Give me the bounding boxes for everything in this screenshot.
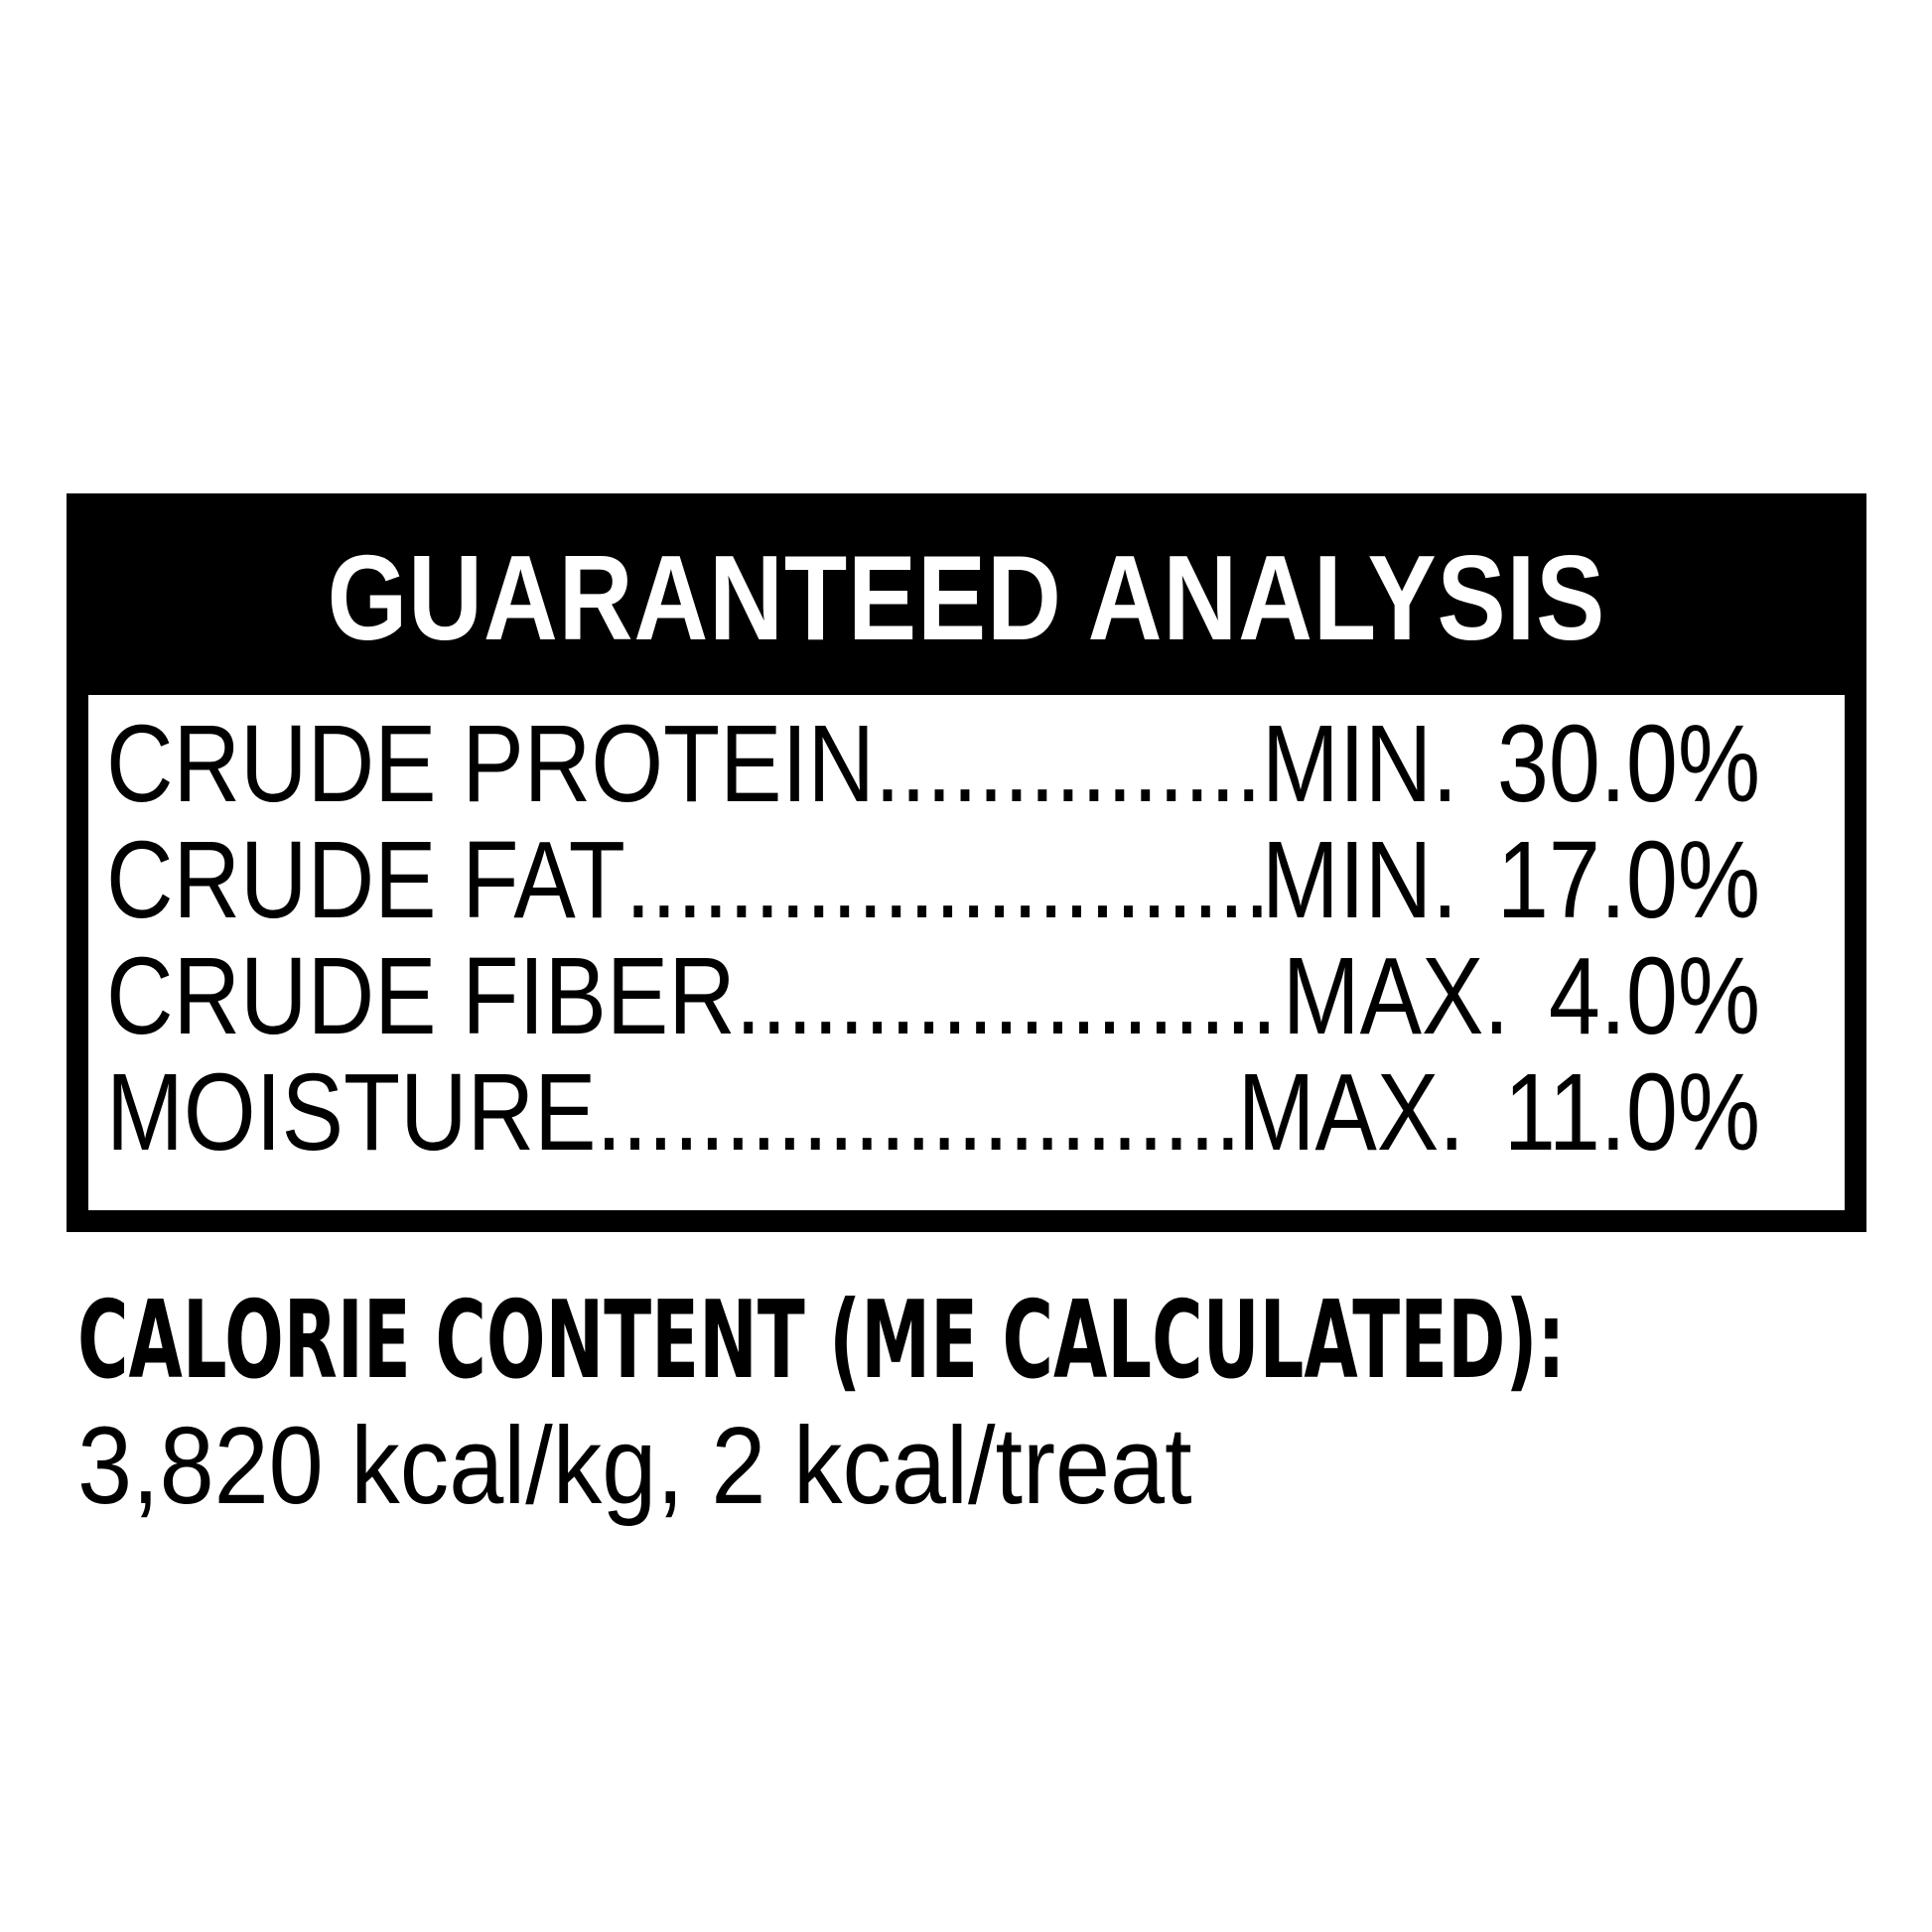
calorie-content-values: 3,820 kcal/kg, 2 kcal/treat <box>77 1405 1192 1527</box>
dot-leader: ........................................… <box>624 822 1262 938</box>
table-row-crude-protein: CRUDE PROTEIN ..........................… <box>106 706 1760 822</box>
analysis-rows: CRUDE PROTEIN ..........................… <box>88 694 1845 1171</box>
guaranteed-analysis-header-bar: GUARANTEED ANALYSIS <box>87 514 1846 695</box>
row-value: 30.0% <box>1496 703 1760 825</box>
calorie-content-section: CALORIE CONTENT (ME CALCULATED): 3,820 k… <box>77 1279 1932 1527</box>
table-row-moisture: MOISTURE ...............................… <box>106 1054 1760 1171</box>
row-label: CRUDE PROTEIN <box>106 703 876 825</box>
table-row-crude-fat: CRUDE FAT ..............................… <box>106 822 1760 938</box>
row-qualifier: MAX. <box>1282 935 1510 1057</box>
row-value: 4.0% <box>1548 935 1760 1057</box>
analysis-rows-inner: CRUDE PROTEIN ..........................… <box>106 706 1760 1171</box>
row-value-group: MAX. 11.0% <box>1238 1054 1760 1171</box>
dot-leader: ........................................… <box>596 1054 1238 1171</box>
row-value-group: MAX. 4.0% <box>1283 938 1760 1054</box>
dot-leader: ........................................… <box>735 938 1283 1054</box>
row-label: CRUDE FIBER <box>106 935 736 1057</box>
dot-leader: ........................................… <box>875 706 1262 822</box>
row-qualifier: MIN. <box>1261 819 1458 941</box>
row-value-group: MIN. 17.0% <box>1262 822 1760 938</box>
row-qualifier: MAX. <box>1237 1051 1465 1173</box>
row-value-group: MIN. 30.0% <box>1262 706 1760 822</box>
calorie-content-heading: CALORIE CONTENT (ME CALCULATED): <box>77 1279 1566 1403</box>
row-qualifier: MIN. <box>1261 703 1458 825</box>
row-label: MOISTURE <box>106 1051 597 1173</box>
row-label: CRUDE FAT <box>106 819 625 941</box>
guaranteed-analysis-box: GUARANTEED ANALYSIS CRUDE PROTEIN ......… <box>67 493 1866 1232</box>
guaranteed-analysis-title: GUARANTEED ANALYSIS <box>327 530 1606 665</box>
row-value: 17.0% <box>1496 819 1760 941</box>
row-value: 11.0% <box>1503 1051 1760 1173</box>
table-row-crude-fiber: CRUDE FIBER ............................… <box>106 938 1760 1054</box>
